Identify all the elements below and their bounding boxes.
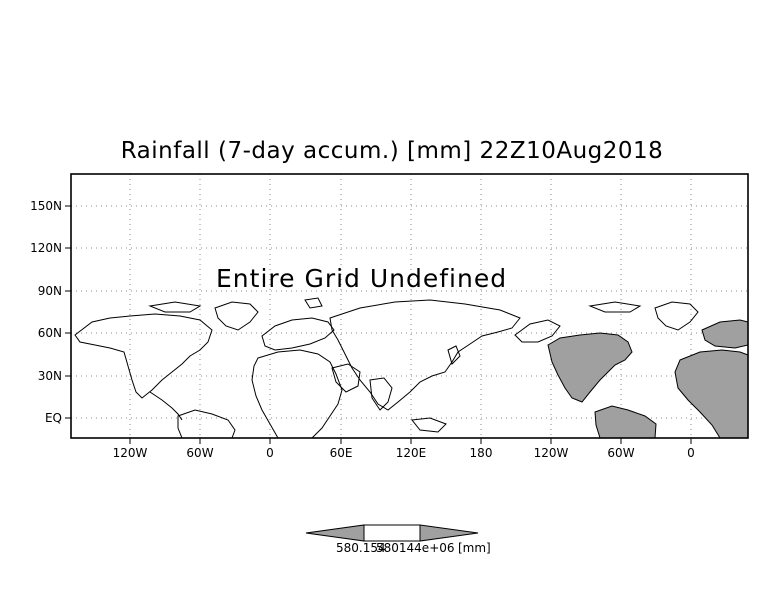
alaska-repeat [514, 319, 561, 343]
south-america-shaded [594, 405, 657, 439]
central-america-outline [149, 391, 183, 421]
arabia-outline [331, 363, 361, 393]
x-tick-label: 120W [113, 446, 148, 460]
y-tick-label: 90N [38, 284, 62, 298]
coastlines [74, 297, 699, 439]
indonesia-outline [411, 417, 447, 433]
undefined-message: Entire Grid Undefined [216, 264, 507, 293]
arctic-islands-outline [148, 301, 202, 313]
north-america-shaded [547, 332, 633, 403]
colorbar-box [363, 524, 421, 542]
y-tick-label: 60N [38, 326, 62, 340]
colorbar-right-arrow [419, 524, 479, 542]
x-tick-label: 180 [470, 446, 493, 460]
y-tick-label: EQ [45, 411, 62, 425]
europe-shaded [701, 319, 749, 349]
x-tick-label: 60W [186, 446, 213, 460]
japan-outline [447, 345, 461, 365]
x-tick-label: 0 [687, 446, 695, 460]
x-tick-label: 0 [266, 446, 274, 460]
north-america-outline [74, 313, 213, 399]
africa-outline [251, 349, 343, 439]
x-tick-label: 60E [330, 446, 353, 460]
x-tick-label: 120E [396, 446, 427, 460]
x-tick-label: 60W [607, 446, 634, 460]
africa-shaded [674, 349, 749, 439]
colorbar-label-left: 580.154 [336, 541, 386, 555]
asia-outline [329, 299, 521, 411]
colorbar-left-arrow [305, 524, 365, 542]
shaded-land [547, 319, 749, 439]
south-america-outline [177, 409, 236, 439]
svalbard-outline [304, 297, 323, 309]
colorbar [305, 524, 479, 542]
x-tick-label: 120W [534, 446, 569, 460]
colorbar-unit: [mm] [458, 541, 491, 555]
europe-outline [261, 317, 335, 351]
y-tick-labels: 150N 120N 90N 60N 30N EQ [30, 199, 62, 425]
colorbar-label-mid: 580144e+06 [376, 541, 455, 555]
greenland-repeat [654, 301, 699, 331]
y-tick-label: 120N [30, 241, 62, 255]
greenland-outline [214, 301, 259, 331]
x-tick-marks [129, 438, 692, 444]
x-tick-labels: 120W 60W 0 60E 120E 180 120W 60W 0 [113, 446, 695, 460]
y-tick-marks [65, 205, 71, 419]
plot-frame [70, 173, 749, 439]
india-outline [369, 377, 393, 411]
y-tick-label: 150N [30, 199, 62, 213]
plot-title: Rainfall (7-day accum.) [mm] 22Z10Aug201… [120, 138, 664, 164]
y-tick-label: 30N [38, 369, 62, 383]
graticule [71, 174, 748, 438]
arctic-islands-repeat [588, 301, 642, 313]
